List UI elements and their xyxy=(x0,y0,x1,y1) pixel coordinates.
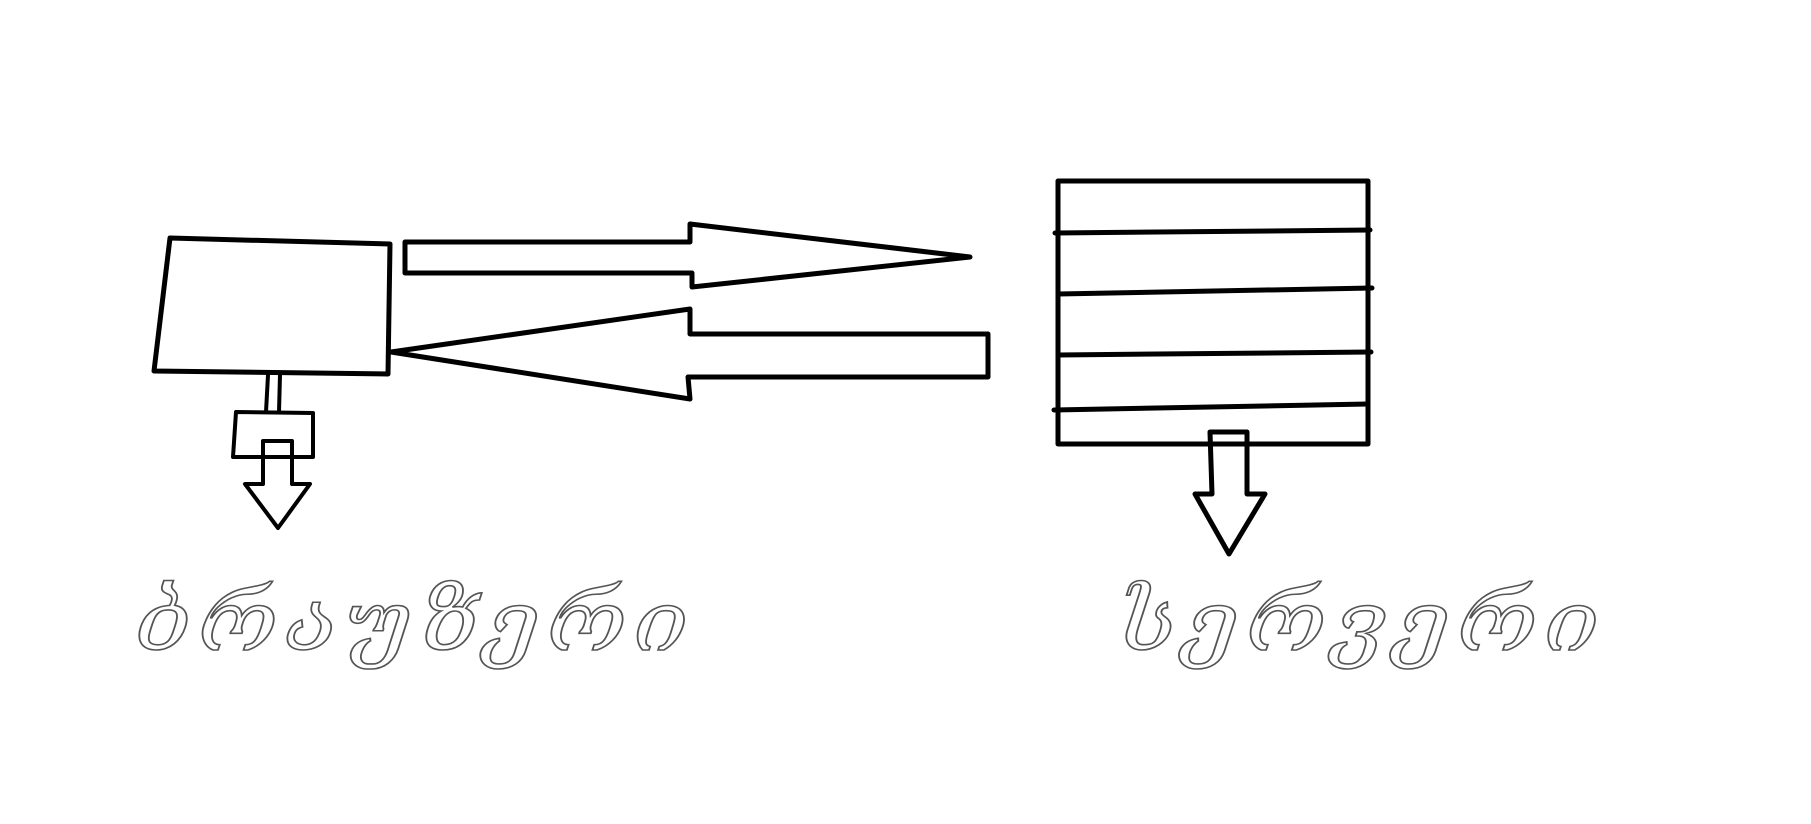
server-label: სერვერი xyxy=(1118,572,1606,670)
server-box-line-1 xyxy=(1052,227,1373,236)
server-down-arrow xyxy=(1192,429,1268,557)
browser-stem-left xyxy=(264,373,270,414)
server-box-line-2 xyxy=(1055,285,1375,297)
request-arrow xyxy=(402,221,973,290)
response-arrow xyxy=(388,306,991,402)
browser-box xyxy=(151,235,393,377)
browser-connector-box xyxy=(231,410,315,459)
browser-down-arrow xyxy=(243,439,312,530)
browser-label: ბრაუზერი xyxy=(135,572,695,670)
server-box-line-3 xyxy=(1055,349,1374,358)
browser-stem-right xyxy=(277,373,282,414)
server-box xyxy=(1055,178,1371,447)
server-box-line-4 xyxy=(1051,401,1371,413)
